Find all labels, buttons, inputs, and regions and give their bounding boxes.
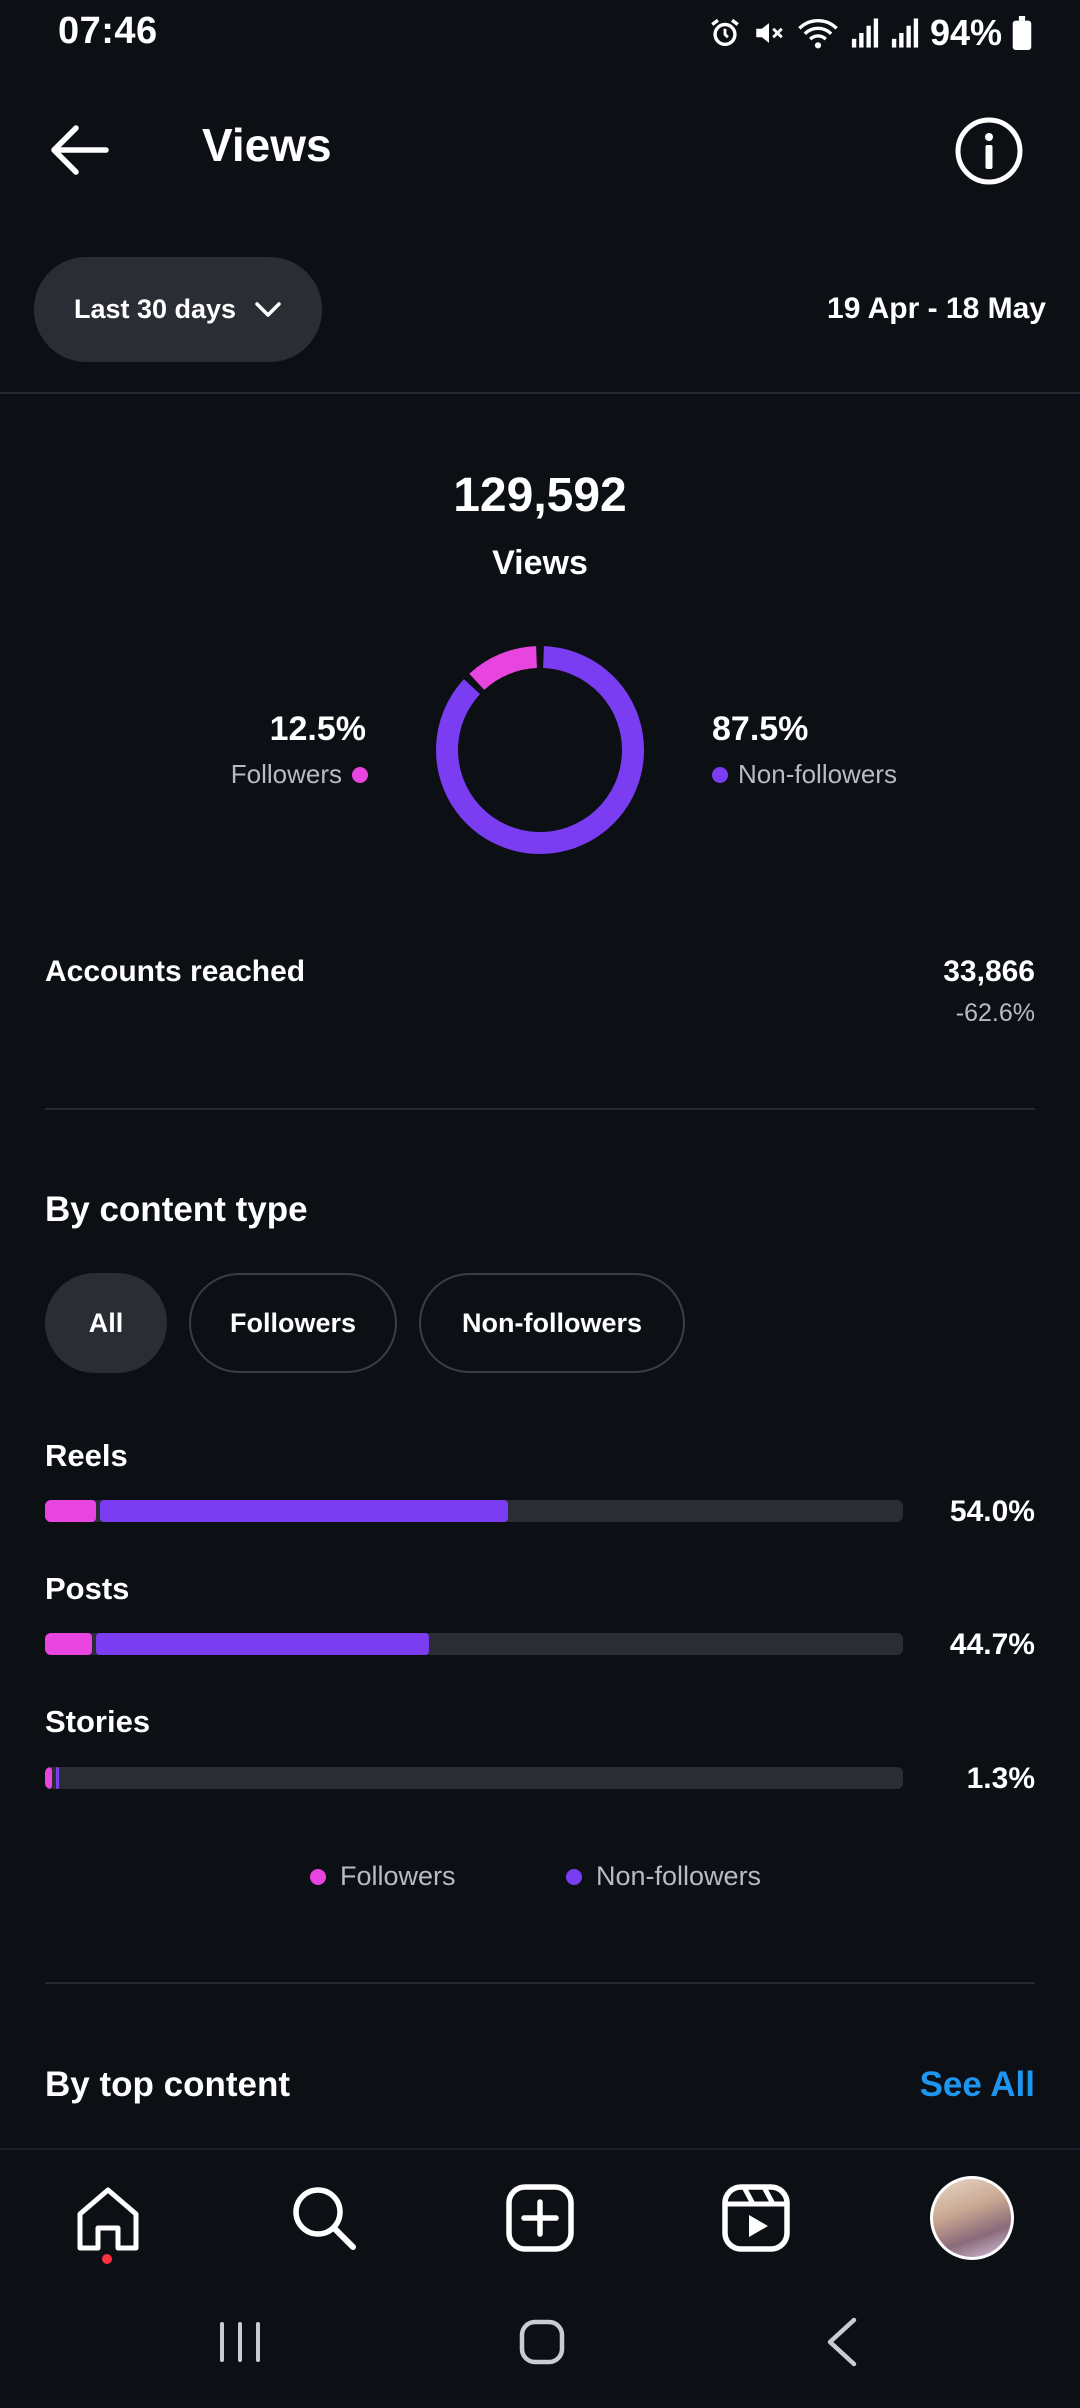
views-label: Views xyxy=(492,544,588,582)
top-content-heading: By top content xyxy=(45,2065,290,2104)
home-icon[interactable] xyxy=(72,2182,144,2254)
accounts-reached-change: -62.6% xyxy=(955,999,1035,1027)
profile-avatar[interactable] xyxy=(930,2176,1014,2260)
reels-non-followers-segment xyxy=(100,1500,509,1522)
stories-percentage: 1.3% xyxy=(966,1762,1035,1795)
signal-icon xyxy=(851,18,879,48)
posts-percentage: 44.7% xyxy=(949,1628,1035,1661)
followers-percentage: 12.5% xyxy=(269,710,366,748)
accounts-reached-value: 33,866 xyxy=(943,955,1035,988)
posts-followers-segment xyxy=(45,1633,93,1655)
battery-icon xyxy=(1012,16,1032,50)
accounts-reached-label: Accounts reached xyxy=(45,955,306,988)
followers-legend-label: Followers xyxy=(230,759,342,789)
wifi-icon xyxy=(798,19,838,49)
stories-label: Stories xyxy=(45,1704,151,1739)
reels-icon[interactable] xyxy=(720,2182,792,2254)
tab-non-followers-label: Non-followers xyxy=(462,1307,642,1338)
notification-dot xyxy=(102,2254,112,2264)
stories-non-followers-segment xyxy=(55,1767,59,1789)
non-followers-dot-icon xyxy=(712,766,728,783)
non-followers-legend-label: Non-followers xyxy=(738,759,897,789)
battery-level: 94% xyxy=(929,12,1002,53)
followers-dot-icon xyxy=(352,766,368,783)
followers-arc xyxy=(436,646,644,854)
posts-non-followers-segment xyxy=(96,1633,429,1655)
see-all-link[interactable]: See All xyxy=(919,2065,1035,2104)
info-icon[interactable] xyxy=(954,116,1024,186)
content-type-heading: By content type xyxy=(45,1190,308,1229)
date-range-dropdown[interactable]: Last 30 days xyxy=(34,257,322,362)
date-range-dropdown-label: Last 30 days xyxy=(73,294,237,324)
page-title: Views xyxy=(202,119,332,171)
non-followers-dot-icon xyxy=(566,1868,582,1885)
tab-all[interactable]: All xyxy=(45,1273,167,1373)
stories-bar xyxy=(45,1767,903,1789)
views-total: 129,592 xyxy=(453,469,627,522)
home-button-icon[interactable] xyxy=(512,2312,572,2372)
create-post-icon[interactable] xyxy=(504,2182,576,2254)
alarm-icon xyxy=(711,18,739,47)
followers-dot-icon xyxy=(310,1868,326,1885)
divider xyxy=(0,392,1080,394)
non-followers-legend: Non-followers xyxy=(712,759,897,790)
status-icons: 94% xyxy=(708,12,1032,54)
non-followers-percentage: 87.5% xyxy=(712,710,809,748)
followers-legend: Followers xyxy=(231,759,368,790)
back-arrow-icon[interactable] xyxy=(44,118,116,182)
recent-apps-icon[interactable] xyxy=(210,2312,270,2372)
tab-followers-label: Followers xyxy=(229,1307,357,1338)
non-followers-arc xyxy=(436,646,644,854)
tab-all-label: All xyxy=(88,1307,124,1338)
reels-followers-segment xyxy=(45,1500,97,1522)
posts-bar xyxy=(45,1633,903,1655)
followers-legend-label: Followers xyxy=(340,1861,456,1891)
search-icon[interactable] xyxy=(288,2182,360,2254)
reels-percentage: 54.0% xyxy=(949,1495,1035,1528)
system-back-icon[interactable] xyxy=(814,2312,874,2372)
bottom-nav-divider xyxy=(0,2148,1080,2150)
reels-bar xyxy=(45,1500,903,1522)
divider xyxy=(45,1108,1035,1110)
stories-followers-segment xyxy=(45,1767,52,1789)
mute-icon xyxy=(756,23,783,43)
reels-label: Reels xyxy=(45,1438,128,1473)
followers-legend: Followers xyxy=(310,1861,456,1892)
tab-non-followers[interactable]: Non-followers xyxy=(419,1273,685,1373)
posts-label: Posts xyxy=(45,1571,130,1606)
non-followers-legend-label: Non-followers xyxy=(596,1861,762,1891)
tab-followers[interactable]: Followers xyxy=(189,1273,397,1373)
signal-icon xyxy=(891,18,919,48)
date-range-text: 19 Apr - 18 May xyxy=(827,292,1046,325)
chevron-down-icon xyxy=(255,301,281,317)
divider xyxy=(45,1982,1035,1984)
views-donut-chart xyxy=(436,646,644,854)
status-time: 07:46 xyxy=(58,10,158,52)
non-followers-legend: Non-followers xyxy=(566,1861,761,1892)
